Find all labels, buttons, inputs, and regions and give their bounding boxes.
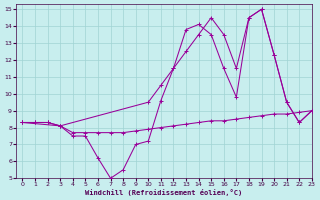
X-axis label: Windchill (Refroidissement éolien,°C): Windchill (Refroidissement éolien,°C) bbox=[85, 189, 243, 196]
